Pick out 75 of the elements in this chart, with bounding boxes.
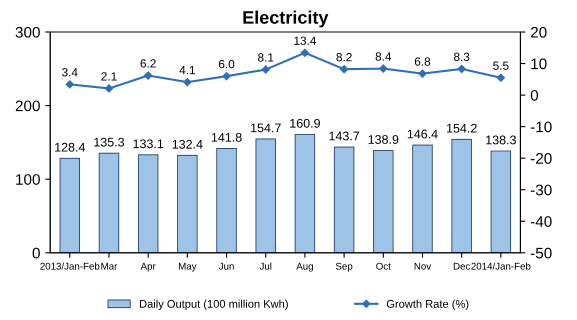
point	[496, 74, 505, 82]
y2-tick-label: -10	[530, 121, 552, 132]
data-label: 8.2	[336, 52, 352, 62]
data-label: 141.8	[212, 132, 242, 142]
bar	[256, 138, 276, 253]
x-tick-label: Sep	[336, 262, 352, 272]
data-label: 160.9	[290, 118, 320, 128]
data-label: 138.9	[368, 135, 398, 144]
bar	[98, 152, 120, 253]
data-label: 6.2	[140, 59, 156, 68]
point	[66, 80, 74, 88]
bar	[216, 148, 237, 253]
y2-tick-label: 0	[530, 90, 538, 101]
bar	[138, 154, 158, 253]
point	[300, 48, 310, 57]
y2-tick-label: -20	[530, 153, 552, 164]
data-label: 6.0	[218, 60, 234, 68]
data-label: 8.1	[258, 53, 274, 62]
point	[262, 65, 270, 74]
data-label: 13.4	[294, 36, 316, 45]
data-label: 6.8	[414, 57, 430, 66]
bar	[373, 150, 394, 253]
data-label: 154.7	[251, 124, 281, 132]
x-tick-label: Dec	[454, 262, 470, 270]
x-tick-label: Jul	[260, 262, 272, 270]
point	[183, 78, 192, 86]
data-label: 154.2	[446, 124, 477, 133]
bar	[490, 150, 512, 253]
bar	[412, 144, 433, 253]
x-tick-label: Nov	[414, 262, 432, 270]
point	[379, 64, 388, 73]
data-label: 5.5	[493, 62, 509, 70]
bar	[334, 146, 354, 253]
legend-label: Daily Output (100 million Kwh)	[140, 300, 288, 310]
x-tick-label: Aug	[296, 262, 313, 272]
bar	[177, 154, 198, 253]
point	[104, 84, 114, 93]
data-label: 2.1	[101, 72, 117, 80]
legend-label: Growth Rate (%)	[386, 300, 468, 310]
y2-tick-label: 20	[530, 26, 547, 38]
y2-tick-label: -40	[530, 216, 552, 227]
x-tick-label: 2013/Jan-Feb	[40, 262, 100, 270]
data-label: 138.3	[486, 136, 516, 144]
data-label: 3.4	[62, 68, 78, 76]
y-tick-label: 0	[32, 248, 40, 258]
bar	[451, 138, 472, 253]
data-label: 132.4	[172, 140, 203, 149]
point	[340, 65, 348, 74]
y2-tick-label: -50	[530, 248, 552, 258]
data-label: 143.7	[329, 132, 360, 140]
x-tick-label: 2014/Jan-Feb	[471, 262, 530, 270]
point	[418, 70, 427, 78]
data-label: 4.1	[179, 66, 195, 74]
bar	[294, 134, 316, 253]
bar	[60, 158, 80, 253]
x-tick-label: Oct	[376, 262, 391, 270]
chart-title: Electricity	[243, 10, 328, 28]
data-label: 8.3	[454, 52, 470, 62]
x-tick-label: Mar	[101, 262, 118, 270]
data-label: 146.4	[408, 130, 438, 138]
point	[144, 71, 152, 80]
data-label: 128.4	[55, 142, 86, 152]
y-tick-label: 200	[16, 100, 40, 112]
x-tick-label: May	[178, 262, 197, 272]
x-tick-label: Apr	[140, 262, 156, 272]
y-tick-label: 300	[16, 26, 40, 38]
data-label: 8.4	[376, 52, 392, 61]
data-label: 133.1	[133, 139, 164, 148]
x-tick-label: Jun	[218, 262, 234, 270]
point	[458, 64, 466, 74]
point	[222, 72, 231, 80]
y2-tick-label: -30	[530, 184, 552, 196]
y-tick-label: 100	[16, 174, 40, 185]
data-label: 135.3	[94, 138, 124, 147]
y2-tick-label: 10	[531, 58, 547, 70]
